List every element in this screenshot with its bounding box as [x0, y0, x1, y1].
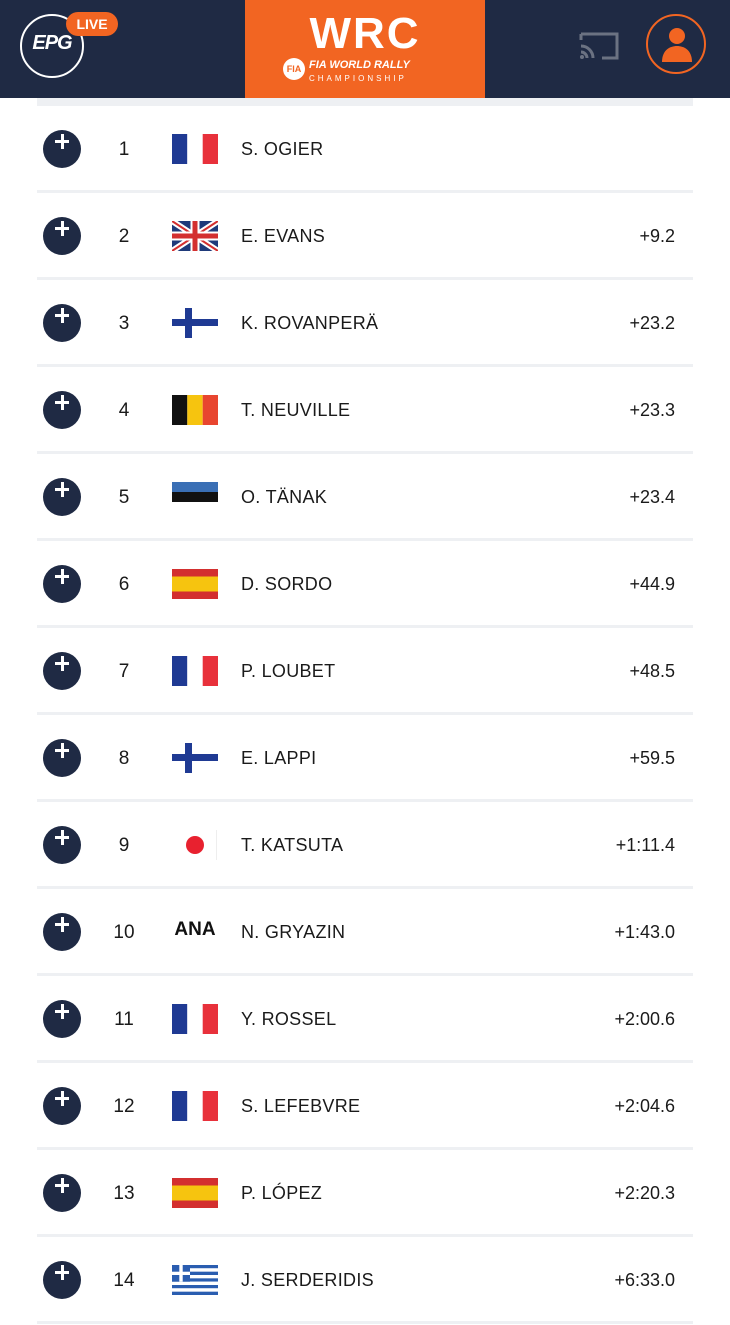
time-gap: +1:43.0 [614, 922, 675, 942]
position-number: 6 [118, 574, 130, 595]
time-gap: +1:11.4 [615, 835, 675, 855]
driver-name: J. SERDERIDIS [241, 1270, 374, 1290]
position-number: 7 [118, 661, 130, 682]
flag-icon-gbr [172, 221, 218, 251]
wrc-logo-subtitle-2: CHAMPIONSHIP [309, 74, 407, 83]
expand-plus-icon[interactable] [43, 304, 81, 342]
driver-name: N. GRYAZIN [241, 922, 346, 942]
flag-icon-jpn [172, 830, 218, 860]
driver-name: Y. ROSSEL [241, 1009, 337, 1029]
expand-plus-icon[interactable] [43, 1087, 81, 1125]
position-number: 1 [118, 139, 130, 160]
cast-icon[interactable] [578, 30, 620, 62]
account-button[interactable] [646, 14, 706, 74]
expand-plus-icon[interactable] [43, 391, 81, 429]
driver-name: P. LÓPEZ [241, 1183, 323, 1203]
position-number: 2 [118, 226, 130, 247]
standing-row[interactable]: 14 J. SERDERIDIS +6:33.0 [37, 1237, 693, 1324]
position-number: 3 [118, 313, 130, 334]
standing-row[interactable]: 3 K. ROVANPERÄ +23.2 [37, 280, 693, 367]
user-icon [662, 28, 692, 62]
wrc-logo[interactable]: WRC FIA FIA WORLD RALLY CHAMPIONSHIP [245, 0, 485, 98]
time-gap: +9.2 [639, 226, 675, 246]
app-header: EPG LIVE WRC FIA FIA WORLD RALLY CHAMPIO… [0, 0, 730, 98]
flag-icon-fra [172, 1004, 218, 1034]
expand-plus-icon[interactable] [43, 217, 81, 255]
time-gap: +2:04.6 [614, 1096, 675, 1116]
flag-icon-gre [172, 1265, 218, 1295]
standing-row[interactable]: 12 S. LEFEBVRE +2:04.6 [37, 1063, 693, 1150]
standing-row[interactable]: 13 P. LÓPEZ +2:20.3 [37, 1150, 693, 1237]
flag-icon-bel [172, 395, 218, 425]
time-gap: +6:33.0 [614, 1270, 675, 1290]
expand-plus-icon[interactable] [43, 1261, 81, 1299]
driver-name: S. LEFEBVRE [241, 1096, 361, 1116]
expand-plus-icon[interactable] [43, 478, 81, 516]
wrc-logo-subtitle: FIA WORLD RALLY [309, 59, 410, 71]
expand-plus-icon[interactable] [43, 130, 81, 168]
expand-plus-icon[interactable] [43, 565, 81, 603]
driver-name: P. LOUBET [241, 661, 336, 681]
expand-plus-icon[interactable] [43, 826, 81, 864]
driver-name: O. TÄNAK [241, 487, 328, 507]
position-number: 5 [118, 487, 130, 508]
live-badge: LIVE [66, 12, 118, 36]
standing-row[interactable]: 6 D. SORDO +44.9 [37, 541, 693, 628]
position-number: 9 [118, 835, 130, 856]
expand-plus-icon[interactable] [43, 739, 81, 777]
time-gap: +59.5 [629, 748, 675, 768]
driver-name: T. NEUVILLE [241, 400, 351, 420]
driver-name: E. EVANS [241, 226, 326, 246]
driver-name: E. LAPPI [241, 748, 317, 768]
epg-label: EPG [32, 32, 72, 54]
flag-icon-fin [172, 743, 218, 773]
flag-icon-est [172, 482, 218, 512]
epg-button[interactable]: EPG [20, 14, 84, 78]
position-number: 8 [118, 748, 130, 769]
wrc-logo-text: WRC [309, 9, 421, 58]
time-gap: +44.9 [629, 574, 675, 594]
flag-icon-fra [172, 656, 218, 686]
standing-row[interactable]: 9 T. KATSUTA +1:11.4 [37, 802, 693, 889]
flag-icon-fin [172, 308, 218, 338]
fia-badge: FIA [283, 58, 305, 80]
standing-row[interactable]: 2 E. EVANS +9.2 [37, 193, 693, 280]
flag-icon-fra [172, 1091, 218, 1121]
expand-plus-icon[interactable] [43, 1000, 81, 1038]
time-gap: +2:20.3 [614, 1183, 675, 1203]
expand-plus-icon[interactable] [43, 913, 81, 951]
flag-icon-esp [172, 1178, 218, 1208]
flag-icon-fra [172, 134, 218, 164]
epg-logo-ring [20, 14, 84, 78]
list-top-divider [37, 98, 693, 106]
time-gap: +23.4 [629, 487, 675, 507]
position-number: 14 [113, 1270, 135, 1291]
position-number: 4 [118, 400, 130, 421]
driver-name: T. KATSUTA [241, 835, 344, 855]
standing-row[interactable]: 1 S. OGIER [37, 106, 693, 193]
position-number: 12 [113, 1096, 135, 1117]
standing-row[interactable]: 8 E. LAPPI +59.5 [37, 715, 693, 802]
time-gap: +2:00.6 [614, 1009, 675, 1029]
position-number: 13 [113, 1183, 135, 1204]
time-gap: +23.2 [629, 313, 675, 333]
expand-plus-icon[interactable] [43, 1174, 81, 1212]
time-gap: +23.3 [629, 400, 675, 420]
standing-row[interactable]: 11 Y. ROSSEL +2:00.6 [37, 976, 693, 1063]
position-number: 11 [114, 1009, 134, 1030]
flag-label: ANA [174, 919, 216, 940]
driver-name: K. ROVANPERÄ [241, 313, 379, 333]
flag-icon-esp [172, 569, 218, 599]
standing-row[interactable]: 7 P. LOUBET +48.5 [37, 628, 693, 715]
standing-row[interactable]: 10 ANA N. GRYAZIN +1:43.0 [37, 889, 693, 976]
expand-plus-icon[interactable] [43, 652, 81, 690]
standing-row[interactable]: 5 O. TÄNAK +23.4 [37, 454, 693, 541]
driver-name: D. SORDO [241, 574, 333, 594]
position-number: 10 [113, 922, 135, 943]
driver-name: S. OGIER [241, 139, 324, 159]
time-gap: +48.5 [629, 661, 675, 681]
standing-row[interactable]: 4 T. NEUVILLE +23.3 [37, 367, 693, 454]
